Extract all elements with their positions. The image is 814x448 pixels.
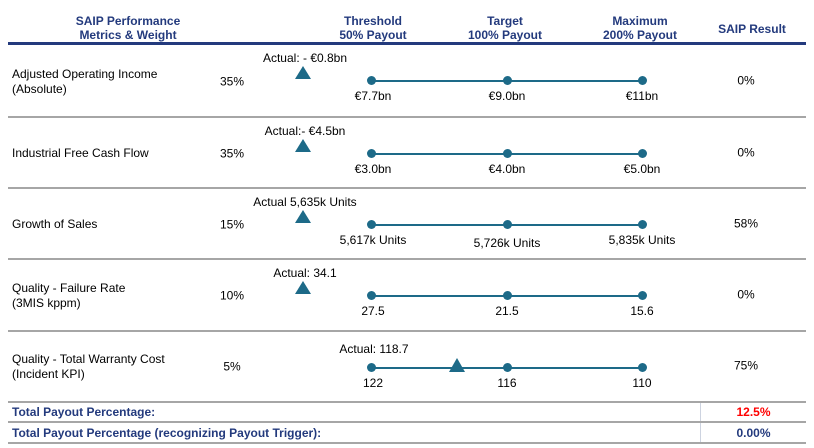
maximum-dot bbox=[638, 76, 647, 85]
actual-marker-triangle-icon bbox=[295, 139, 311, 152]
maximum-dot bbox=[638, 149, 647, 158]
header-threshold-line1: Threshold bbox=[343, 14, 402, 28]
metric-name-line2: (3MIS kppm) bbox=[12, 296, 81, 310]
metric-weight: 35% bbox=[219, 73, 245, 88]
threshold-value: €7.7bn bbox=[354, 89, 392, 103]
threshold-dot bbox=[367, 291, 376, 300]
maximum-dot bbox=[638, 363, 647, 372]
metric-row-quality-failure-rate: Quality - Failure Rate (3MIS kppm) 10% A… bbox=[0, 260, 814, 332]
maximum-dot bbox=[638, 220, 647, 229]
metric-name: Adjusted Operating Income (Absolute) bbox=[12, 45, 217, 118]
target-value: €9.0bn bbox=[488, 89, 526, 103]
header-target-line1: Target bbox=[487, 14, 523, 28]
actual-value-label: Actual 5,635k Units bbox=[253, 195, 357, 209]
threshold-value: €3.0bn bbox=[354, 162, 392, 176]
actual-marker-triangle-icon bbox=[295, 66, 311, 79]
header-threshold: Threshold 50% Payout bbox=[303, 14, 443, 42]
metric-row-quality-total-warranty-cost: Quality - Total Warranty Cost (Incident … bbox=[0, 332, 814, 401]
saip-result-value: 0% bbox=[737, 73, 755, 88]
metric-name: Industrial Free Cash Flow bbox=[12, 118, 217, 189]
actual-marker-triangle-icon bbox=[295, 281, 311, 294]
target-value: 21.5 bbox=[495, 304, 519, 318]
header-metrics-line1: SAIP Performance bbox=[75, 14, 181, 28]
target-dot bbox=[503, 291, 512, 300]
saip-result-value: 75% bbox=[733, 358, 759, 373]
total-payout-trigger-row: Total Payout Percentage (recognizing Pay… bbox=[8, 423, 806, 444]
metric-name: Quality - Failure Rate (3MIS kppm) bbox=[12, 260, 217, 332]
saip-result-value: 58% bbox=[733, 216, 759, 231]
metric-name-line2: (Incident KPI) bbox=[12, 366, 85, 381]
actual-value-label: Actual:- €4.5bn bbox=[264, 124, 346, 138]
maximum-value: 15.6 bbox=[630, 304, 654, 318]
target-value: 116 bbox=[497, 376, 517, 390]
metric-weight: 10% bbox=[219, 288, 245, 303]
maximum-value: €5.0bn bbox=[623, 162, 661, 176]
metric-name: Growth of Sales bbox=[12, 189, 217, 260]
row-separator bbox=[8, 258, 806, 260]
header-metrics-line2: Metrics & Weight bbox=[79, 28, 177, 42]
header-metrics-weight: SAIP Performance Metrics & Weight bbox=[28, 14, 228, 42]
metric-name-line1: Growth of Sales bbox=[12, 217, 98, 231]
target-dot bbox=[503, 220, 512, 229]
maximum-value: 5,835k Units bbox=[608, 233, 676, 247]
metric-name-line1: Quality - Total Warranty Cost bbox=[12, 351, 165, 366]
threshold-value: 5,617k Units bbox=[339, 233, 407, 247]
metric-weight: 35% bbox=[219, 145, 245, 160]
total-payout-row: Total Payout Percentage: 12.5% bbox=[8, 401, 806, 423]
actual-value-label: Actual: - €0.8bn bbox=[262, 51, 348, 65]
metric-row-adjusted-operating-income: Adjusted Operating Income (Absolute) 35%… bbox=[0, 45, 814, 118]
total-payout-trigger-value: 0.00% bbox=[700, 423, 806, 442]
header-threshold-line2: 50% Payout bbox=[339, 28, 407, 42]
header-rule bbox=[8, 42, 806, 45]
metric-weight: 15% bbox=[219, 216, 245, 231]
metric-row-industrial-free-cash-flow: Industrial Free Cash Flow 35% Actual:- €… bbox=[0, 118, 814, 189]
saip-result-value: 0% bbox=[737, 287, 755, 302]
row-separator bbox=[8, 187, 806, 189]
header-target: Target 100% Payout bbox=[435, 14, 575, 42]
row-separator bbox=[8, 330, 806, 332]
metric-row-growth-of-sales: Growth of Sales 15% Actual 5,635k Units … bbox=[0, 189, 814, 260]
actual-marker-triangle-icon bbox=[449, 358, 465, 372]
total-payout-label: Total Payout Percentage: bbox=[12, 405, 156, 419]
metric-name: Quality - Total Warranty Cost (Incident … bbox=[12, 332, 217, 401]
header-maximum: Maximum 200% Payout bbox=[570, 14, 710, 42]
threshold-dot bbox=[367, 76, 376, 85]
header-maximum-line1: Maximum bbox=[612, 14, 668, 28]
target-dot bbox=[503, 149, 512, 158]
maximum-dot bbox=[638, 291, 647, 300]
target-dot bbox=[503, 76, 512, 85]
total-payout-value: 12.5% bbox=[700, 403, 806, 421]
actual-value-label: Actual: 118.7 bbox=[339, 342, 409, 356]
metric-name-line1: Quality - Failure Rate bbox=[12, 281, 126, 295]
threshold-dot bbox=[367, 363, 376, 372]
header-target-line2: 100% Payout bbox=[467, 28, 543, 42]
threshold-dot bbox=[367, 149, 376, 158]
row-separator bbox=[8, 116, 806, 118]
header-maximum-line2: 200% Payout bbox=[602, 28, 678, 42]
metric-name-line2: (Absolute) bbox=[12, 81, 67, 96]
metric-weight: 5% bbox=[223, 358, 241, 373]
total-payout-trigger-label: Total Payout Percentage (recognizing Pay… bbox=[12, 425, 322, 440]
metric-name-line1: Industrial Free Cash Flow bbox=[12, 146, 149, 160]
header-saip-result: SAIP Result bbox=[718, 22, 786, 36]
target-dot bbox=[503, 363, 512, 372]
threshold-value: 122 bbox=[362, 376, 384, 390]
threshold-dot bbox=[367, 220, 376, 229]
maximum-value: €11bn bbox=[625, 89, 659, 103]
actual-value-label: Actual: 34.1 bbox=[273, 266, 337, 280]
saip-result-value: 0% bbox=[737, 145, 755, 160]
target-value: 5,726k Units bbox=[473, 236, 541, 250]
threshold-value: 27.5 bbox=[361, 304, 385, 318]
actual-marker-triangle-icon bbox=[295, 210, 311, 223]
target-value: €4.0bn bbox=[488, 162, 526, 176]
maximum-value: 110 bbox=[632, 376, 652, 390]
metric-name-line1: Adjusted Operating Income bbox=[12, 66, 158, 81]
